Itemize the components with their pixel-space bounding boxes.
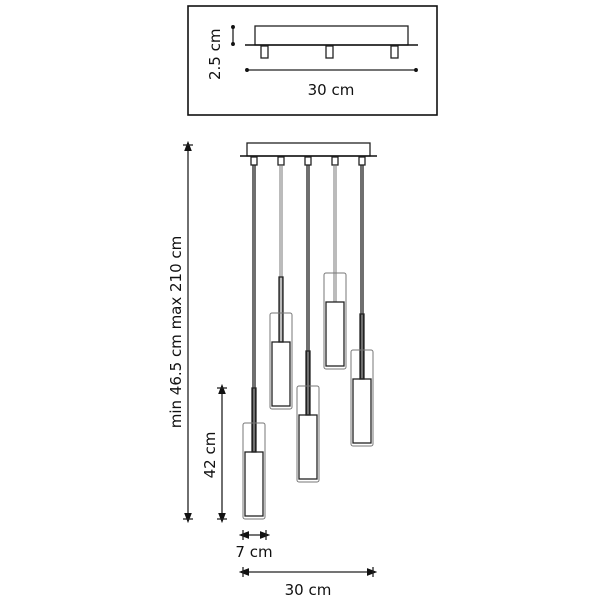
glass-shade [296, 385, 320, 483]
pendant-4 [323, 156, 347, 370]
inner-shade [325, 301, 345, 367]
total-width-dimension: 30 cm [238, 567, 378, 599]
inner-shade [244, 451, 264, 517]
glass-shade [269, 312, 293, 410]
total-height-label: min 46.5 cm max 210 cm [167, 236, 185, 429]
shade-width-label: 7 cm [235, 543, 272, 561]
pendant-1 [242, 156, 266, 520]
inner-shade [298, 414, 318, 480]
shade-width-dimension: 7 cm [235, 530, 273, 561]
canopy-width-label: 30 cm [308, 81, 355, 99]
pendant-5 [350, 156, 374, 447]
canopy-height-label: 2.5 cm [206, 29, 224, 80]
pendant-2 [269, 156, 293, 410]
canopy [240, 142, 377, 157]
glass-shade [242, 422, 266, 520]
inner-shade [352, 378, 372, 444]
glass-shade [323, 272, 347, 370]
total-width-label: 30 cm [285, 581, 332, 599]
pendant-3 [296, 156, 320, 483]
canopy-detail-box: 2.5 cm 30 cm [187, 5, 438, 116]
inner-shade [271, 341, 291, 407]
glass-shade [350, 349, 374, 447]
shade-height-dimension: 42 cm [201, 383, 227, 524]
pendants [242, 156, 374, 520]
shade-height-label: 42 cm [201, 432, 219, 479]
total-height-dimension: min 46.5 cm max 210 cm [167, 140, 193, 524]
